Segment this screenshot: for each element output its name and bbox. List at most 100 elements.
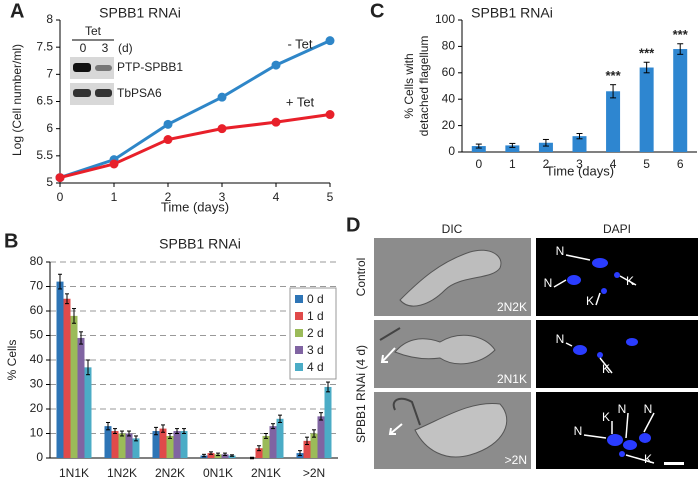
marker-arrow (553, 279, 567, 288)
legend-swatch (295, 295, 303, 303)
panel-label: D (346, 214, 360, 236)
y-tick-label: 5.5 (36, 148, 53, 162)
data-point (109, 159, 119, 169)
marker-arrow (599, 357, 613, 374)
y-axis-label: % Cells (5, 340, 19, 381)
x-tick-label: 6 (677, 157, 684, 171)
error-bar (230, 454, 234, 457)
bar (166, 435, 174, 458)
bar (152, 431, 160, 458)
scale-bar (664, 462, 684, 465)
marker-arrow (565, 342, 573, 347)
significance: *** (605, 68, 621, 83)
bar (132, 438, 140, 458)
x-axis-label: Time (days) (546, 163, 614, 178)
bar (125, 433, 133, 458)
error-bar (168, 433, 172, 439)
marker-label: N (574, 424, 583, 438)
error-bar (305, 436, 309, 446)
error-bar (134, 435, 138, 442)
y-tick-label: 80 (30, 254, 44, 268)
nuclei (567, 258, 651, 457)
y-axis-label: % Cells with (402, 53, 416, 118)
blot-band (73, 89, 91, 97)
series-line (59, 39, 331, 179)
marker-arrow (625, 412, 629, 439)
y-tick-label: 10 (30, 426, 44, 440)
marker-arrow (625, 454, 655, 464)
error-bar (120, 430, 124, 437)
y-tick-label: 20 (442, 118, 456, 132)
bar (180, 431, 188, 458)
bar (505, 145, 520, 152)
data-point (271, 117, 281, 127)
error-bar (202, 453, 206, 458)
chart-title: SPBB1 RNAi (99, 5, 181, 21)
y-tick-label: 20 (30, 401, 44, 415)
error-bar (154, 426, 158, 436)
legend-label: 2 d (307, 326, 324, 340)
legend-swatch (295, 363, 303, 371)
x-tick-label: 2 (165, 190, 172, 204)
error-bar (79, 331, 83, 345)
legend-label: 3 d (307, 343, 324, 357)
y-tick-label: 40 (30, 352, 44, 366)
lane-unit: (d) (118, 41, 133, 55)
marker-label: N (544, 276, 553, 290)
flagellum (379, 327, 421, 426)
bar (276, 418, 284, 458)
error-bar (182, 428, 186, 434)
marker-arrow (643, 412, 655, 433)
y-tick-label: 50 (30, 328, 44, 342)
marker-label: N (644, 402, 653, 416)
column-label: DAPI (603, 222, 631, 236)
bar (63, 298, 71, 458)
bar (572, 136, 587, 152)
panel-label: C (370, 0, 384, 22)
error-bar (127, 430, 131, 437)
error-bar (223, 452, 227, 457)
error-bar (509, 142, 516, 148)
y-axis-label: Log (Cell number/ml) (10, 44, 24, 156)
data-point (271, 60, 281, 70)
panel-label: A (10, 0, 24, 22)
bar (159, 428, 167, 458)
bar (269, 426, 277, 458)
error-bar (175, 428, 179, 434)
legend-swatch (295, 312, 303, 320)
error-bar (161, 424, 165, 433)
y-tick-label: 100 (435, 12, 455, 26)
marker-label: K (602, 410, 610, 424)
cell (414, 402, 508, 458)
lane-label: 3 (102, 41, 109, 55)
marker-label: N (556, 244, 565, 258)
error-bar (58, 273, 62, 290)
chart-title: SPBB1 RNAi (471, 5, 553, 21)
x-axis-label: Time (days) (161, 199, 229, 214)
legend-label: 0 d (307, 292, 324, 306)
marker-label: N (618, 402, 627, 416)
marker-label: K (602, 362, 610, 376)
y-tick-label: 6 (46, 121, 53, 135)
x-tick-label: 1N1K (59, 466, 89, 480)
blot (70, 83, 114, 105)
bar (56, 281, 64, 458)
band-label: PTP-SPBB1 (117, 60, 183, 74)
x-tick-label: 3 (576, 157, 583, 171)
marker-label: K (626, 274, 634, 288)
dapi-image (536, 320, 698, 388)
error-bar (312, 429, 316, 438)
x-tick-label: 4 (610, 157, 617, 171)
cell (399, 249, 502, 307)
data-point (163, 135, 173, 145)
error-bar (106, 421, 110, 431)
error-bar (72, 308, 76, 324)
y-tick-label: 80 (442, 39, 456, 53)
bar (207, 453, 215, 458)
y-tick-label: 70 (30, 279, 44, 293)
marker-label: K (586, 294, 594, 308)
panel-label: B (4, 230, 18, 252)
error-bar (216, 452, 220, 457)
error-bar (278, 414, 282, 423)
